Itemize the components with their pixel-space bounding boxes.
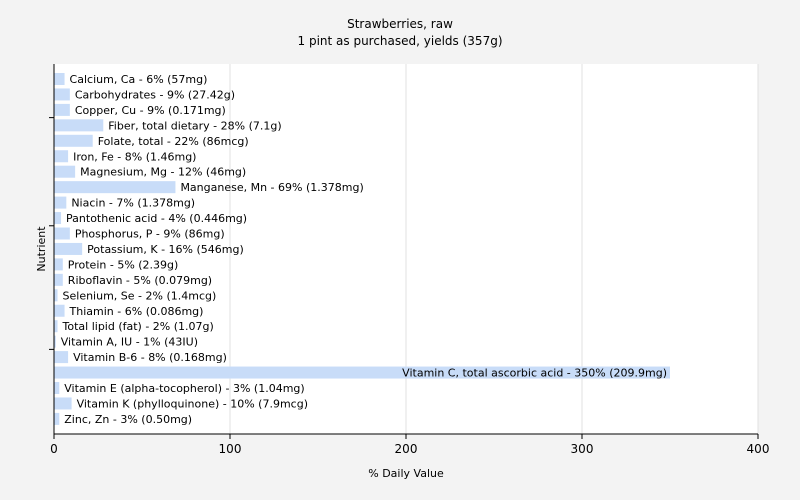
bar-label: Niacin - 7% (1.378mg): [71, 197, 195, 210]
bar-label: Riboflavin - 5% (0.079mg): [68, 274, 212, 287]
bar: [54, 212, 62, 225]
bar: [54, 382, 60, 394]
bar-label: Zinc, Zn - 3% (0.50mg): [64, 413, 192, 426]
bar-label: Manganese, Mn - 69% (1.378mg): [180, 181, 363, 194]
bar: [54, 73, 65, 85]
bar-label: Vitamin A, IU - 1% (43IU): [61, 336, 198, 349]
bar-label: Total lipid (fat) - 2% (1.07g): [62, 320, 214, 333]
bar: [54, 150, 69, 163]
bar-label: Vitamin E (alpha-tocopherol) - 3% (1.04m…: [64, 382, 304, 395]
x-tick-labels: 0 100 200 300 400: [50, 442, 769, 456]
bar: [54, 88, 70, 101]
bar: [54, 181, 176, 194]
bar: [54, 196, 67, 209]
bar-label: Pantothenic acid - 4% (0.446mg): [66, 212, 247, 225]
bar-label: Iron, Fe - 8% (1.46mg): [73, 150, 196, 163]
bar-label: Folate, total - 22% (86mcg): [98, 135, 249, 148]
chart-subtitle: 1 pint as purchased, yields (357g): [298, 34, 503, 48]
axes: [49, 64, 759, 439]
x-tick-label: 100: [219, 442, 242, 456]
bar: [54, 165, 76, 178]
x-tick-label: 400: [747, 442, 770, 456]
bar-label: Vitamin B-6 - 8% (0.168mg): [73, 351, 227, 364]
bar: [54, 366, 670, 379]
bar: [54, 320, 58, 333]
bar-label: Fiber, total dietary - 28% (7.1g): [108, 119, 281, 132]
bar-label: Selenium, Se - 2% (1.4mcg): [63, 289, 217, 302]
bar: [54, 289, 58, 302]
bar-label: Calcium, Ca - 6% (57mg): [70, 73, 208, 86]
bar-label: Carbohydrates - 9% (27.42g): [75, 88, 235, 101]
bar: [54, 258, 63, 271]
x-tick-label: 200: [395, 442, 418, 456]
bar-label: Copper, Cu - 9% (0.171mg): [75, 104, 226, 117]
bar-labels: Calcium, Ca - 6% (57mg) Carbohydrates - 9…: [61, 73, 667, 426]
bars: [54, 73, 670, 425]
chart-title: Strawberries, raw: [347, 17, 453, 31]
bar: [54, 119, 104, 132]
bar: [54, 397, 72, 410]
y-axis-label: Nutrient: [35, 226, 48, 272]
bar: [54, 304, 65, 317]
bar: [54, 335, 56, 348]
bar-label: Vitamin C, total ascorbic acid - 350% (2…: [402, 367, 667, 380]
bar: [54, 412, 60, 425]
x-axis-label: % Daily Value: [368, 467, 444, 480]
bar: [54, 273, 63, 286]
bar: [54, 134, 93, 147]
x-tick-label: 0: [50, 442, 58, 456]
bar-label: Protein - 5% (2.39g): [68, 258, 179, 271]
bar: [54, 227, 70, 240]
bar-label: Magnesium, Mg - 12% (46mg): [80, 166, 246, 179]
x-tick-label: 300: [571, 442, 594, 456]
bar: [54, 103, 70, 116]
bar: [54, 242, 83, 255]
bar-label: Thiamin - 6% (0.086mg): [69, 305, 204, 318]
bar-label: Potassium, K - 16% (546mg): [87, 243, 244, 256]
bar: [54, 351, 69, 364]
bar-label: Vitamin K (phylloquinone) - 10% (7.9mcg): [77, 397, 308, 410]
bar-label: Phosphorus, P - 9% (86mg): [75, 228, 225, 241]
